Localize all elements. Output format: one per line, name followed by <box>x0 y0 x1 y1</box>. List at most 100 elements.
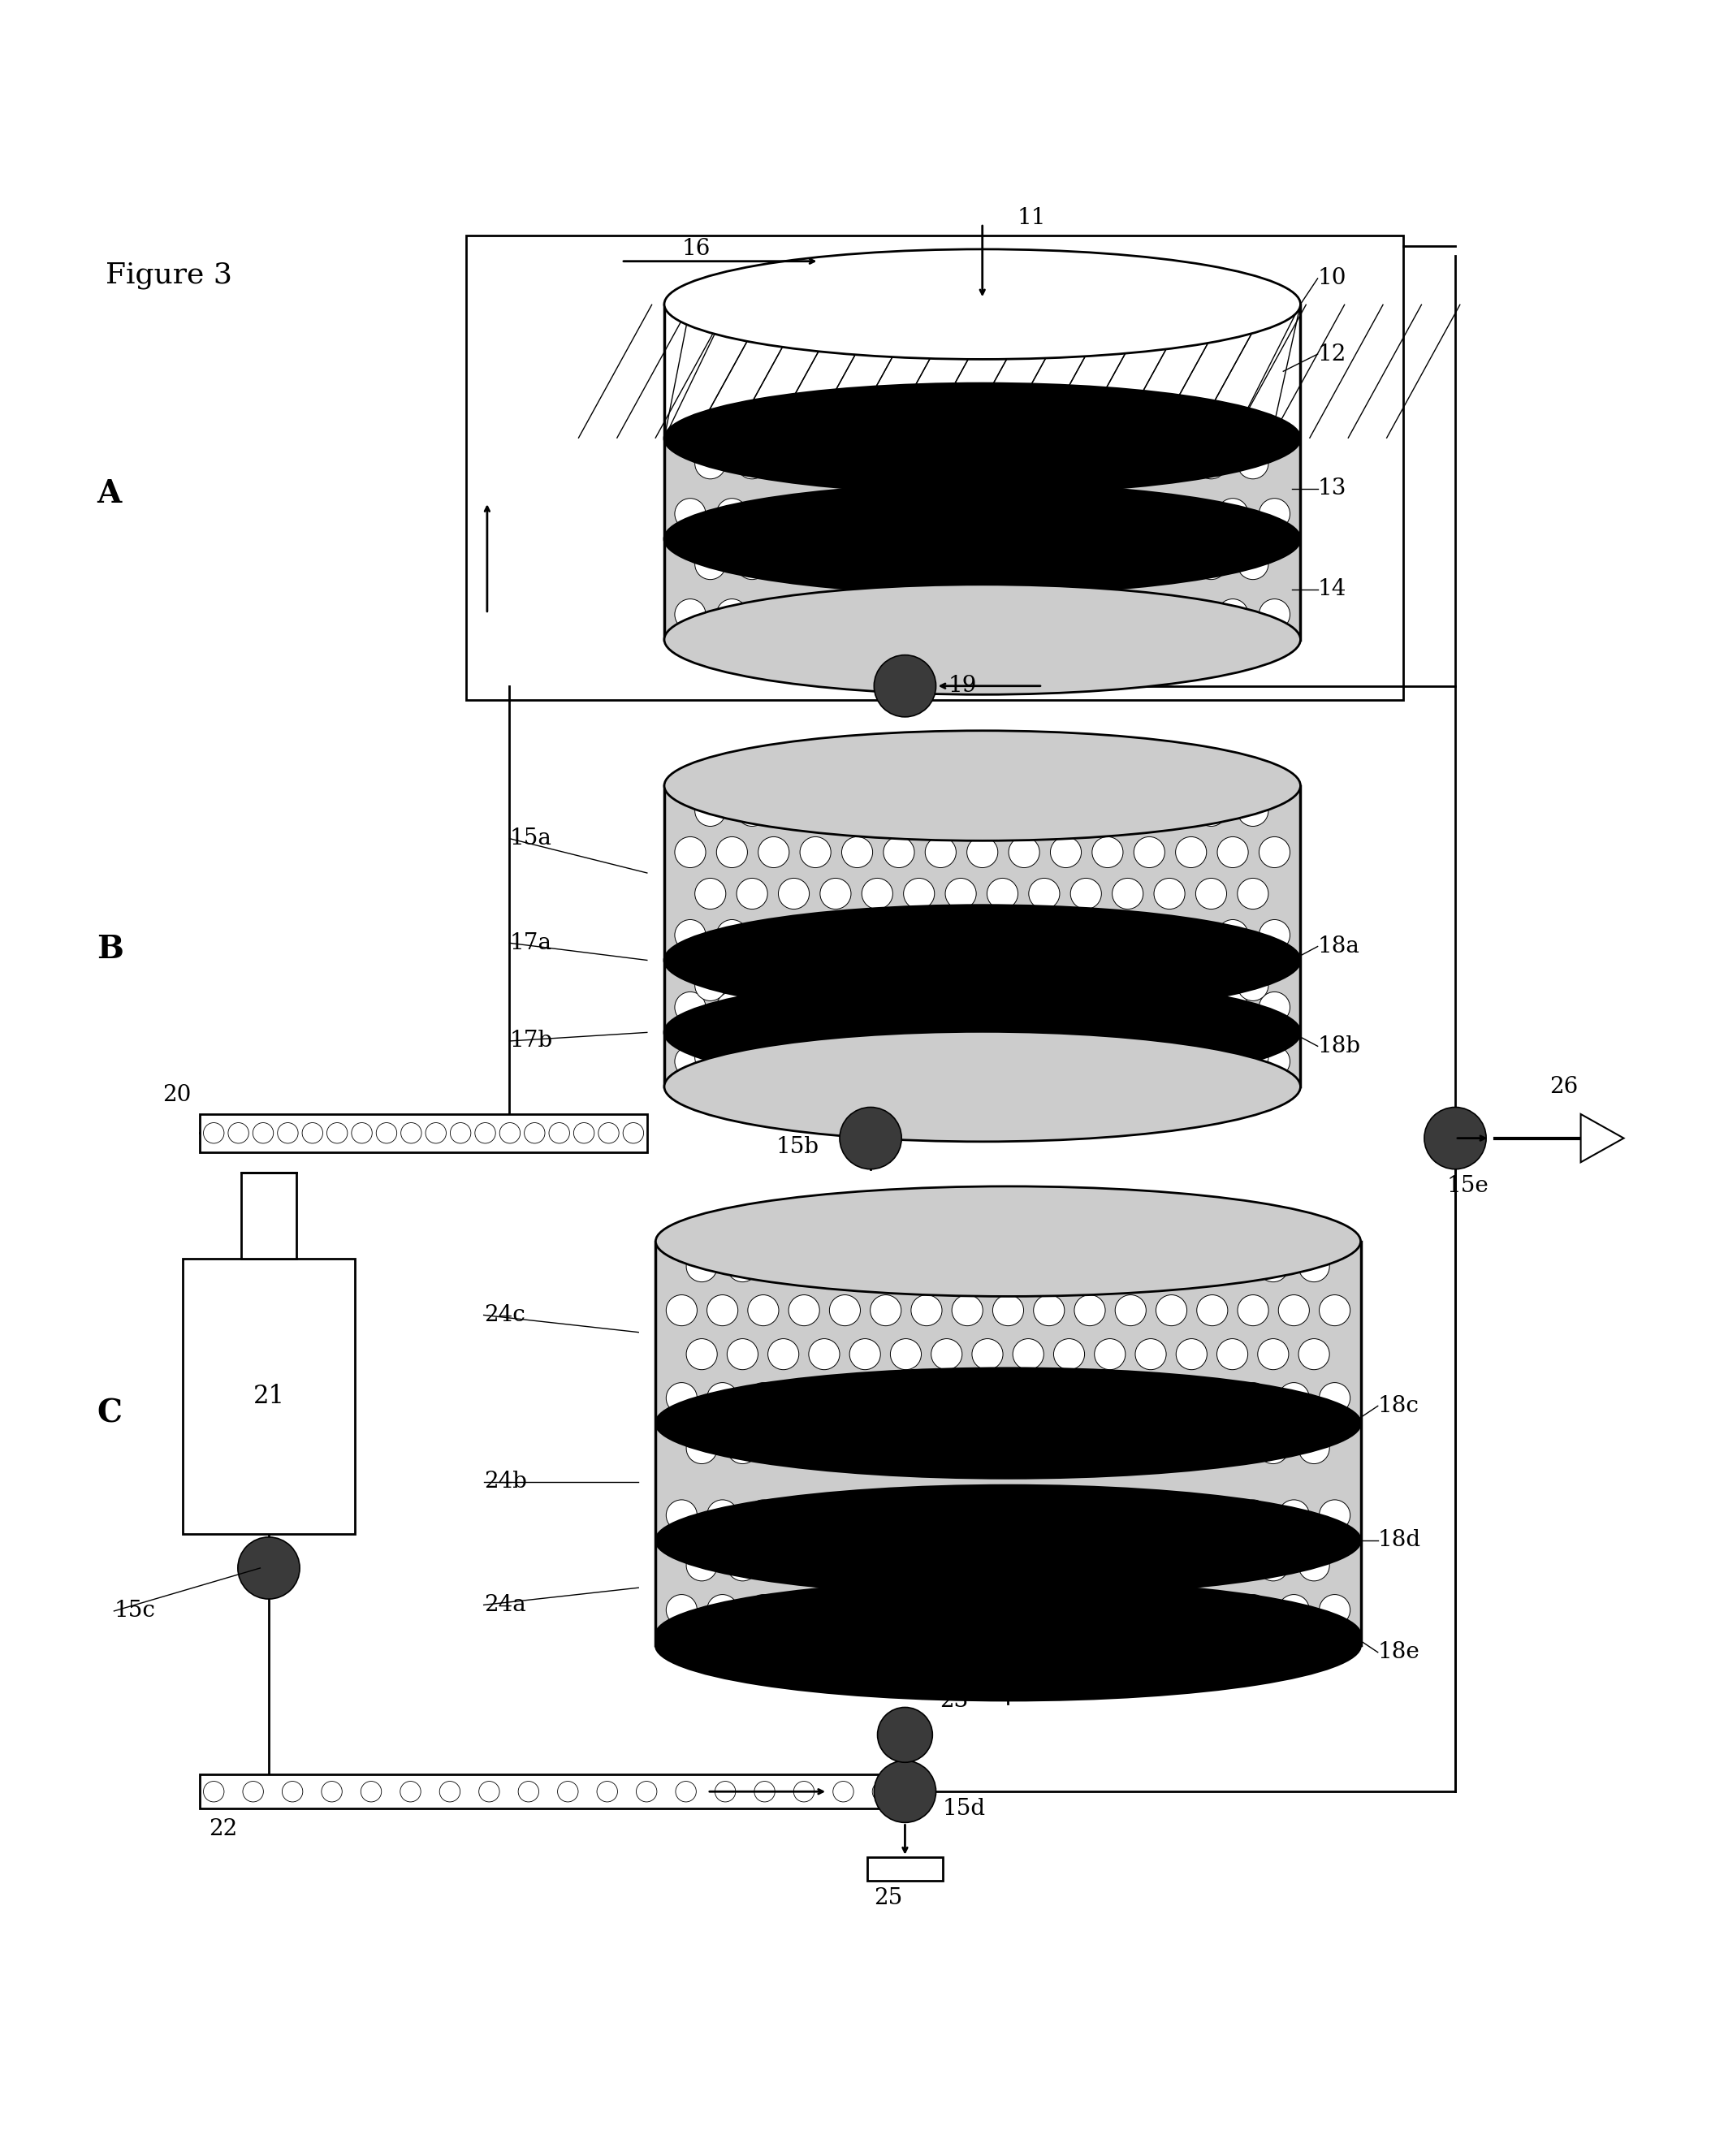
Circle shape <box>695 796 726 826</box>
Circle shape <box>988 970 1017 1000</box>
Circle shape <box>736 548 767 580</box>
Circle shape <box>767 1250 798 1283</box>
Polygon shape <box>655 1539 1360 1634</box>
Circle shape <box>945 448 976 479</box>
Circle shape <box>967 921 998 951</box>
Circle shape <box>674 498 705 530</box>
Circle shape <box>1196 877 1227 910</box>
Circle shape <box>203 1123 224 1143</box>
Polygon shape <box>664 304 1300 640</box>
Circle shape <box>903 877 934 910</box>
Circle shape <box>841 1046 872 1078</box>
Circle shape <box>1134 1550 1165 1580</box>
Text: 18d: 18d <box>1377 1529 1421 1552</box>
Circle shape <box>1053 1339 1084 1369</box>
Circle shape <box>1033 1501 1064 1531</box>
Circle shape <box>1029 877 1060 910</box>
Text: B: B <box>97 934 124 964</box>
Circle shape <box>755 1781 774 1802</box>
Circle shape <box>1217 599 1248 630</box>
Circle shape <box>1259 599 1290 630</box>
Circle shape <box>821 877 852 910</box>
Circle shape <box>1050 1046 1081 1078</box>
Circle shape <box>1176 992 1207 1022</box>
Circle shape <box>1029 970 1060 1000</box>
Circle shape <box>665 1595 696 1626</box>
Circle shape <box>278 1123 298 1143</box>
Circle shape <box>972 1339 1003 1369</box>
Circle shape <box>1259 992 1290 1022</box>
Circle shape <box>524 1123 545 1143</box>
Circle shape <box>1053 1434 1084 1464</box>
Circle shape <box>1012 1550 1043 1580</box>
Circle shape <box>1012 1250 1043 1283</box>
Polygon shape <box>183 1259 355 1533</box>
Ellipse shape <box>664 483 1300 593</box>
Circle shape <box>574 1123 595 1143</box>
Circle shape <box>778 970 809 1000</box>
Ellipse shape <box>664 906 1300 1015</box>
Circle shape <box>302 1123 322 1143</box>
Circle shape <box>748 1382 779 1414</box>
Circle shape <box>1071 1041 1102 1074</box>
Circle shape <box>829 1595 860 1626</box>
Circle shape <box>1115 1296 1146 1326</box>
Circle shape <box>674 921 705 951</box>
Circle shape <box>1029 796 1060 826</box>
Circle shape <box>945 1041 976 1074</box>
Circle shape <box>767 1434 798 1464</box>
Circle shape <box>695 448 726 479</box>
Circle shape <box>926 837 957 867</box>
Circle shape <box>748 1595 779 1626</box>
Circle shape <box>972 1434 1003 1464</box>
Ellipse shape <box>655 1591 1360 1701</box>
Circle shape <box>1196 1501 1227 1531</box>
Circle shape <box>809 1434 840 1464</box>
Circle shape <box>850 1339 881 1369</box>
Circle shape <box>1157 1296 1186 1326</box>
Circle shape <box>1238 548 1269 580</box>
Circle shape <box>788 1382 819 1414</box>
Circle shape <box>1053 1550 1084 1580</box>
Circle shape <box>707 1501 738 1531</box>
Circle shape <box>1091 599 1122 630</box>
Circle shape <box>809 1339 840 1369</box>
Circle shape <box>1259 1550 1288 1580</box>
Circle shape <box>841 599 872 630</box>
Circle shape <box>557 1781 578 1802</box>
Circle shape <box>926 599 957 630</box>
Circle shape <box>759 921 790 951</box>
Circle shape <box>759 599 790 630</box>
Circle shape <box>748 1501 779 1531</box>
Circle shape <box>1176 599 1207 630</box>
Circle shape <box>1217 1339 1248 1369</box>
Circle shape <box>1217 837 1248 867</box>
Circle shape <box>352 1123 372 1143</box>
Circle shape <box>1196 1595 1227 1626</box>
Text: 22: 22 <box>209 1818 238 1841</box>
Circle shape <box>967 1046 998 1078</box>
Circle shape <box>821 796 852 826</box>
Circle shape <box>1134 1046 1165 1078</box>
Text: 15a: 15a <box>510 828 552 849</box>
Text: 16: 16 <box>681 239 710 261</box>
Circle shape <box>1012 1339 1043 1369</box>
Text: 26: 26 <box>1550 1076 1579 1097</box>
Circle shape <box>890 1339 921 1369</box>
Circle shape <box>1033 1595 1064 1626</box>
Circle shape <box>1319 1501 1350 1531</box>
Circle shape <box>1050 599 1081 630</box>
Circle shape <box>597 1781 617 1802</box>
Circle shape <box>1091 498 1122 530</box>
Circle shape <box>695 970 726 1000</box>
Text: 14: 14 <box>1317 578 1346 599</box>
Circle shape <box>926 498 957 530</box>
Circle shape <box>1134 1434 1165 1464</box>
Circle shape <box>1196 548 1227 580</box>
Circle shape <box>945 796 976 826</box>
Circle shape <box>1238 1296 1269 1326</box>
Circle shape <box>1217 1250 1248 1283</box>
Circle shape <box>1217 1434 1248 1464</box>
Circle shape <box>952 1296 983 1326</box>
Polygon shape <box>1581 1115 1624 1162</box>
